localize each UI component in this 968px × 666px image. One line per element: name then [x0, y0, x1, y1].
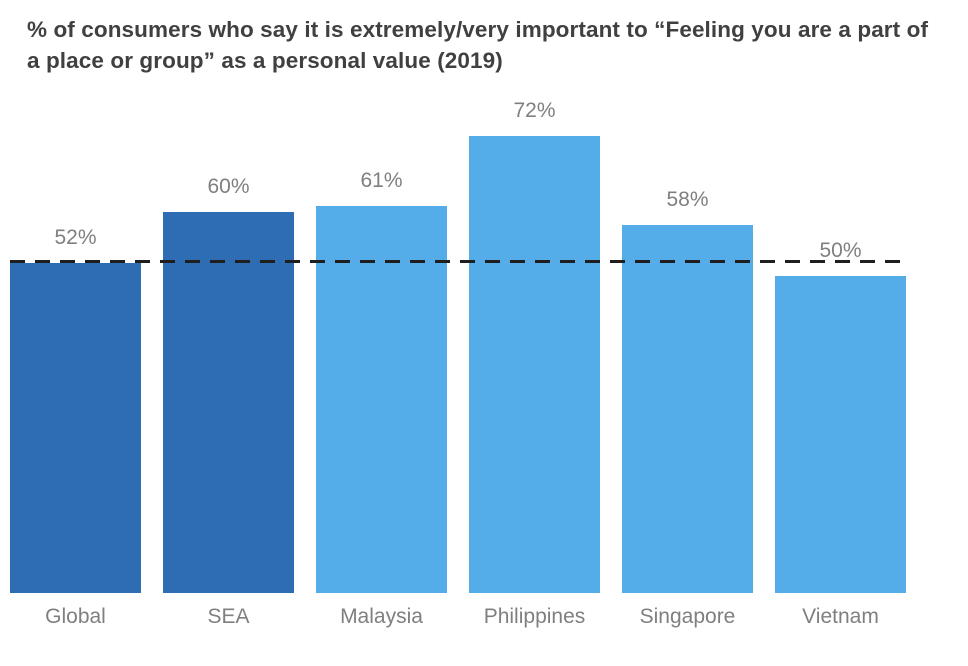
bar: [163, 212, 294, 594]
bar-group-singapore: 58%: [622, 98, 753, 594]
bar-value-label: 50%: [819, 239, 862, 263]
x-axis-label: Singapore: [639, 605, 736, 629]
bar-value-label: 61%: [360, 169, 403, 193]
x-axis-label: Malaysia: [340, 605, 423, 629]
bar: [10, 263, 141, 594]
bar: [622, 225, 753, 594]
x-axis-label: Vietnam: [802, 605, 879, 629]
bar-group-vietnam: 50%: [775, 98, 906, 594]
bar-group-malaysia: 61%: [316, 98, 447, 594]
x-axis-label: Global: [45, 605, 106, 629]
chart-title: % of consumers who say it is extremely/v…: [27, 17, 929, 74]
bar: [316, 206, 447, 594]
bar-value-label: 58%: [666, 188, 709, 212]
plot-area: 52% 60% 61% 72% 58% 50%: [10, 98, 906, 594]
bar-group-sea: 60%: [163, 98, 294, 594]
bar-chart: 52% 60% 61% 72% 58% 50% Global SEA Malaysia Phil…: [10, 98, 906, 629]
bar-group-global: 52%: [10, 98, 141, 594]
reference-dashed-line: [10, 260, 906, 264]
bar-value-label: 60%: [207, 175, 250, 199]
bar: [775, 276, 906, 594]
x-axis-label: Philippines: [483, 605, 586, 629]
x-axis-label: SEA: [207, 605, 250, 629]
bar-group-philippines: 72%: [469, 98, 600, 594]
bar: [469, 136, 600, 594]
bar-value-label: 72%: [513, 99, 556, 123]
bar-value-label: 52%: [54, 226, 97, 250]
x-axis-labels: Global SEA Malaysia Philippines Singapore Vie…: [10, 605, 906, 629]
chart-page: % of consumers who say it is extremely/v…: [0, 14, 968, 666]
